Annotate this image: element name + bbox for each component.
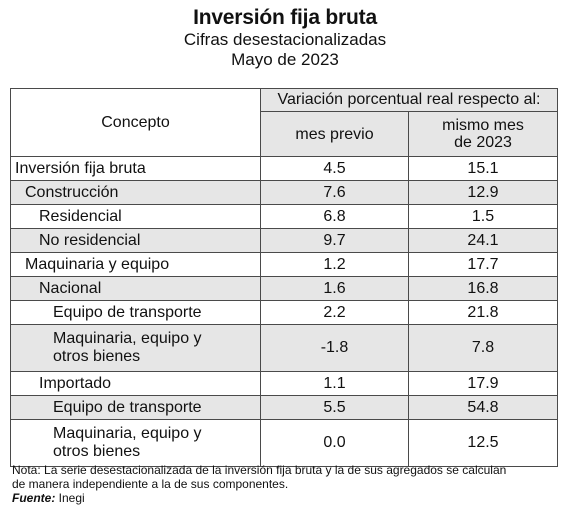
page-title: Inversión fija bruta: [193, 6, 377, 29]
reference-date: Mayo de 2023: [231, 50, 339, 69]
same-month-value: 21.8: [408, 300, 558, 325]
previous-month-value: 0.0: [260, 419, 409, 467]
row-label-line1: Maquinaria, equipo y: [53, 330, 202, 347]
source-value: Inegi: [55, 491, 85, 505]
row-label: Inversión fija bruta: [10, 156, 261, 181]
row-label-line2: otros bienes: [53, 443, 141, 460]
row-label: Maquinaria y equipo: [10, 252, 261, 277]
table-row: Maquinaria, equipo y otros bienes 0.0 12…: [10, 419, 558, 467]
same-month-value: 12.9: [408, 180, 558, 205]
row-label: Nacional: [10, 276, 261, 301]
row-label: No residencial: [10, 228, 261, 253]
investment-table: Concepto Variación porcentual real respe…: [10, 88, 558, 467]
same-month-header-line2: de 2023: [454, 134, 512, 151]
table-row: Residencial 6.8 1.5: [10, 204, 558, 229]
previous-month-value: 6.8: [260, 204, 409, 229]
same-month-header-line1: mismo mes: [442, 117, 524, 134]
previous-month-value: 1.1: [260, 371, 409, 396]
same-month-value: 7.8: [408, 324, 558, 372]
row-label-line2: otros bienes: [53, 348, 141, 365]
same-month-value: 24.1: [408, 228, 558, 253]
same-month-value: 17.9: [408, 371, 558, 396]
row-label: Equipo de transporte: [10, 395, 261, 420]
table-row: No residencial 9.7 24.1: [10, 228, 558, 253]
previous-month-value: 4.5: [260, 156, 409, 181]
previous-month-header: mes previo: [260, 111, 409, 157]
previous-month-value: 7.6: [260, 180, 409, 205]
source-label: Fuente:: [12, 491, 56, 505]
page-subtitle: Cifras desestacionalizadas: [183, 30, 387, 49]
table-row: Equipo de transporte 5.5 54.8: [10, 395, 558, 420]
row-label: Importado: [10, 371, 261, 396]
row-label: Maquinaria, equipo y otros bienes: [10, 419, 261, 467]
table-row: Importado 1.1 17.9: [10, 371, 558, 396]
variation-header: Variación porcentual real respecto al:: [260, 88, 558, 112]
table-row: Construcción 7.6 12.9: [10, 180, 558, 205]
same-month-header: mismo mes de 2023: [408, 111, 558, 157]
note-text: Nota: La serie desestacionalizada de la …: [12, 463, 560, 491]
previous-month-value: 1.6: [260, 276, 409, 301]
table-row: Maquinaria, equipo y otros bienes -1.8 7…: [10, 324, 558, 372]
previous-month-value: 1.2: [260, 252, 409, 277]
row-label: Equipo de transporte: [10, 300, 261, 325]
table-row: Maquinaria y equipo 1.2 17.7: [10, 252, 558, 277]
table-row: Inversión fija bruta 4.5 15.1: [10, 156, 558, 181]
previous-month-value: 9.7: [260, 228, 409, 253]
row-label: Maquinaria, equipo y otros bienes: [10, 324, 261, 372]
note-line1: Nota: La serie desestacionalizada de la …: [12, 463, 507, 477]
previous-month-value: 5.5: [260, 395, 409, 420]
concept-column-header: Concepto: [10, 88, 261, 157]
table-header: Inversión fija bruta Cifras desestaciona…: [0, 6, 570, 70]
same-month-value: 16.8: [408, 276, 558, 301]
note-line2: de manera independiente a la de sus comp…: [12, 477, 289, 491]
previous-month-value: -1.8: [260, 324, 409, 372]
same-month-value: 12.5: [408, 419, 558, 467]
same-month-value: 15.1: [408, 156, 558, 181]
same-month-value: 17.7: [408, 252, 558, 277]
footnote: Nota: La serie desestacionalizada de la …: [12, 463, 560, 505]
row-label-line1: Maquinaria, equipo y: [53, 425, 202, 442]
same-month-value: 1.5: [408, 204, 558, 229]
same-month-value: 54.8: [408, 395, 558, 420]
source-line: Fuente: Inegi: [12, 491, 560, 505]
table-row: Nacional 1.6 16.8: [10, 276, 558, 301]
row-label: Construcción: [10, 180, 261, 205]
row-label: Residencial: [10, 204, 261, 229]
previous-month-value: 2.2: [260, 300, 409, 325]
table-row: Equipo de transporte 2.2 21.8: [10, 300, 558, 325]
